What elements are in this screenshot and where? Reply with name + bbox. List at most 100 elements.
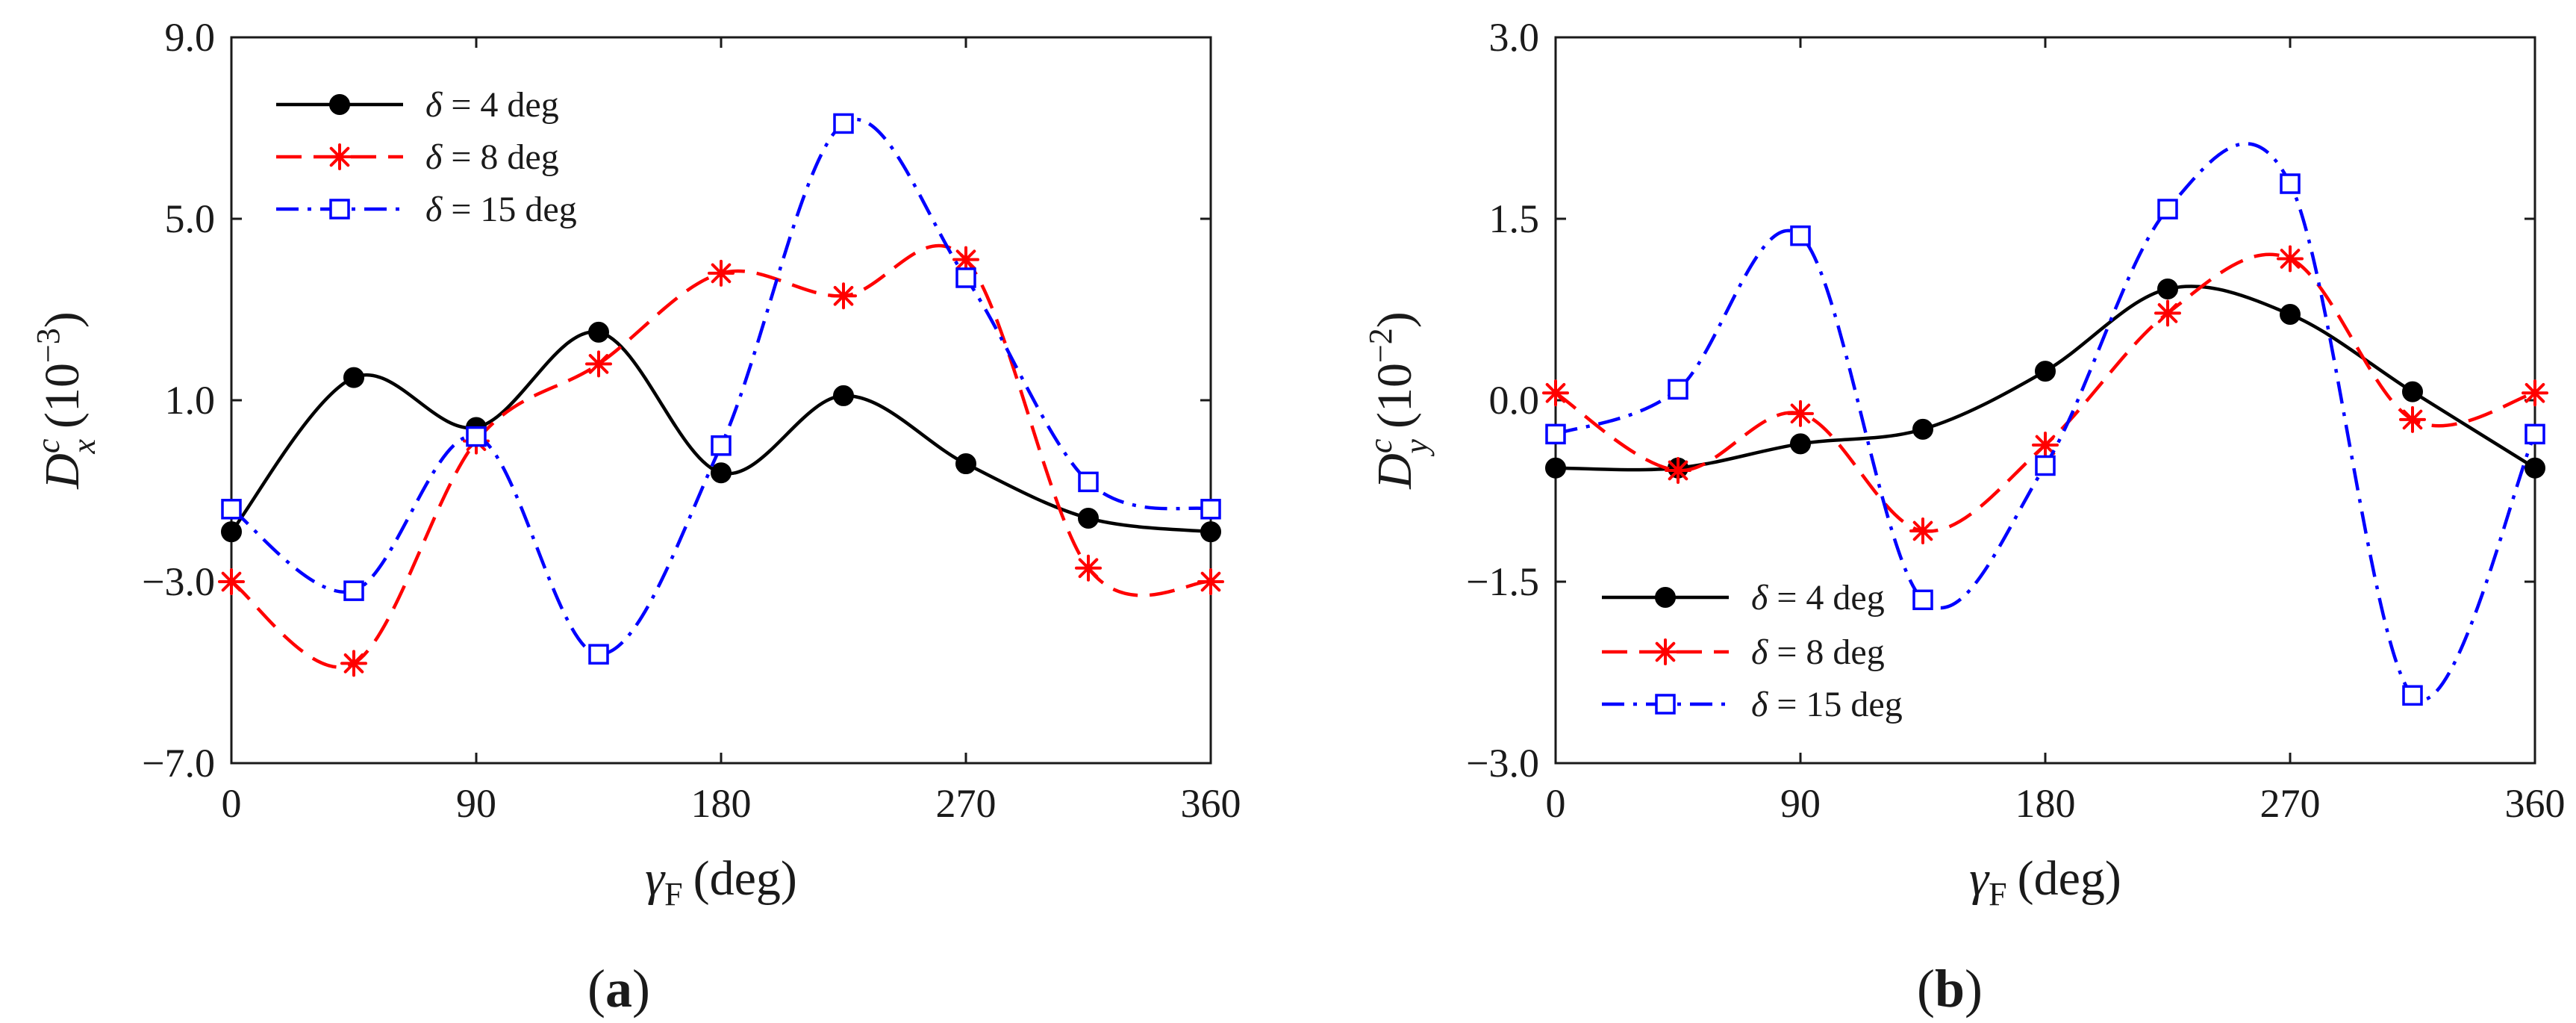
panel-b-frame	[1554, 36, 2536, 765]
x-tick-label: 360	[1181, 781, 1241, 826]
data-point	[343, 580, 364, 601]
series-line	[1555, 142, 2537, 702]
data-point	[1787, 399, 1814, 427]
panel-a-caption: (a)	[587, 959, 650, 1019]
legend-label: δ = 8 deg	[425, 137, 559, 177]
data-point	[218, 568, 245, 595]
series-line	[230, 243, 1211, 669]
data-point	[1912, 418, 1933, 440]
data-point	[221, 521, 242, 543]
data-point	[2402, 381, 2423, 402]
panel-a-y-axis-label: Dcx(10−3)	[30, 311, 102, 490]
data-point	[1790, 225, 1811, 246]
x-tick-label: 270	[2260, 781, 2321, 826]
data-point	[1790, 433, 1811, 455]
data-point	[2402, 685, 2423, 706]
data-point	[952, 246, 979, 273]
data-point	[466, 426, 487, 447]
data-point	[955, 453, 976, 475]
x-tick-label: 90	[1780, 781, 1821, 826]
panel-a-chart: −7.0 −3.0 1.0 5.0 9.0 0 90 180 270 360 γ…	[30, 15, 1241, 1019]
panel-a-ticks	[230, 36, 1212, 765]
data-point	[1200, 521, 1221, 543]
legend-entry: δ = 8 deg	[276, 137, 559, 177]
data-point	[2522, 379, 2548, 407]
data-point	[2035, 455, 2056, 476]
series-line	[230, 117, 1211, 656]
data-point	[830, 282, 857, 310]
data-point	[1545, 423, 1566, 445]
data-point	[711, 462, 732, 484]
data-point	[2277, 245, 2304, 273]
data-point	[833, 385, 854, 406]
y-tick-label: 0.0	[1489, 378, 1540, 423]
data-point	[955, 267, 976, 288]
data-point	[833, 113, 854, 134]
legend-marker	[329, 94, 350, 115]
panel-b-y-axis-label: Dcy(10−2)	[1362, 311, 1435, 490]
legend-entry: δ = 15 deg	[276, 190, 577, 229]
panel-a-x-tick-labels: 0 90 180 270 360	[222, 781, 1241, 826]
data-point	[2524, 457, 2545, 479]
data-point	[1909, 517, 1936, 544]
legend-entry: δ = 8 deg	[1602, 632, 1885, 672]
panel-b-series	[1542, 142, 2548, 706]
y-tick-label: 5.0	[165, 196, 216, 241]
legend-marker	[1652, 638, 1679, 665]
y-tick-label: 9.0	[165, 15, 216, 60]
data-point	[2280, 303, 2301, 325]
legend-marker	[329, 199, 350, 220]
panel-b-ticks	[1554, 36, 2536, 765]
x-tick-label: 0	[222, 781, 242, 826]
data-point	[708, 259, 735, 287]
legend-entry: δ = 4 deg	[1602, 578, 1885, 618]
panel-a-legend: δ = 4 deg δ = 8 deg δ = 15 deg	[276, 85, 577, 229]
y-tick-label: −1.5	[1466, 559, 1539, 604]
data-point	[2399, 405, 2426, 433]
panel-b-x-axis-label: γF (deg)	[1969, 851, 2121, 912]
data-point	[221, 499, 242, 520]
legend-label: δ = 15 deg	[425, 190, 577, 229]
legend-entry: δ = 15 deg	[1602, 685, 1903, 724]
legend-label: δ = 4 deg	[425, 85, 559, 125]
data-point	[1542, 379, 1569, 407]
data-point	[2032, 431, 2059, 458]
data-point	[1545, 457, 1566, 479]
series-line	[230, 330, 1211, 534]
x-tick-label: 90	[456, 781, 496, 826]
x-tick-label: 270	[936, 781, 997, 826]
panel-a-y-tick-labels: −7.0 −3.0 1.0 5.0 9.0	[142, 15, 215, 786]
y-tick-label: 1.5	[1489, 196, 1540, 241]
y-tick-label: −3.0	[1466, 741, 1539, 786]
legend-entry: δ = 4 deg	[276, 85, 559, 125]
data-point	[1200, 499, 1221, 520]
data-point	[2154, 299, 2181, 327]
legend-marker	[1655, 587, 1676, 608]
data-point	[343, 367, 364, 388]
data-point	[1665, 456, 1691, 484]
data-point	[2157, 278, 2178, 299]
data-point	[1912, 589, 1933, 611]
data-point	[585, 350, 612, 378]
x-tick-label: 180	[691, 781, 752, 826]
x-tick-label: 360	[2505, 781, 2566, 826]
legend-marker	[1655, 694, 1676, 715]
panel-b-chart: −3.0 −1.5 0.0 1.5 3.0 0 90 180 270 360 γ…	[1362, 15, 2566, 1019]
panel-b-y-tick-labels: −3.0 −1.5 0.0 1.5 3.0	[1466, 15, 1539, 786]
legend-label: δ = 8 deg	[1751, 632, 1885, 672]
y-tick-label: 1.0	[165, 378, 216, 423]
data-point	[1668, 379, 1688, 400]
data-point	[2157, 199, 2178, 220]
data-point	[1075, 554, 1102, 582]
data-point	[588, 644, 609, 665]
data-point	[2280, 173, 2301, 194]
data-point	[711, 435, 732, 456]
panel-b-caption: (b)	[1917, 959, 1983, 1019]
panel-b-x-tick-labels: 0 90 180 270 360	[1546, 781, 2566, 826]
x-tick-label: 0	[1546, 781, 1566, 826]
x-tick-label: 180	[2015, 781, 2076, 826]
data-point	[1197, 568, 1224, 595]
legend-marker	[326, 143, 353, 170]
y-tick-label: −3.0	[142, 559, 215, 604]
